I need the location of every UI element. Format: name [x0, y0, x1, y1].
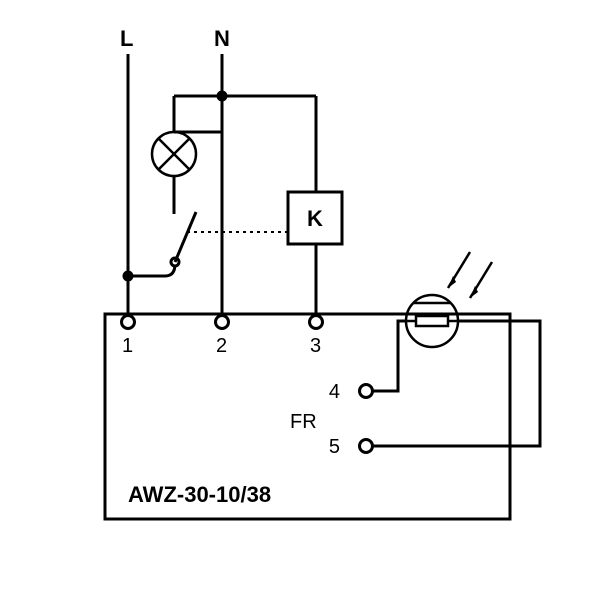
- label-device: AWZ-30-10/38: [128, 482, 271, 507]
- label-4: 4: [329, 381, 340, 403]
- label-2: 2: [216, 335, 227, 357]
- sensor-to-4: [373, 321, 406, 391]
- label-1: 1: [122, 335, 133, 357]
- terminal-4: [360, 385, 373, 398]
- terminal-3: [310, 316, 323, 329]
- switch-blade: [175, 212, 196, 262]
- terminal-5: [360, 440, 373, 453]
- light-sensor: [406, 295, 458, 347]
- circuit-diagram: L N K 1 2 3 4 5 FR AWZ-30-10/38: [0, 0, 600, 600]
- junction-L: [123, 271, 134, 282]
- label-L: L: [120, 26, 133, 51]
- terminal-1: [122, 316, 135, 329]
- label-5: 5: [329, 436, 340, 458]
- label-K: K: [307, 206, 323, 231]
- label-N: N: [214, 26, 230, 51]
- light-arrow-1: [448, 252, 470, 288]
- label-3: 3: [310, 335, 321, 357]
- junction-N: [217, 91, 228, 102]
- light-arrow-2: [470, 262, 492, 298]
- terminal-2: [216, 316, 229, 329]
- label-FR: FR: [290, 411, 317, 433]
